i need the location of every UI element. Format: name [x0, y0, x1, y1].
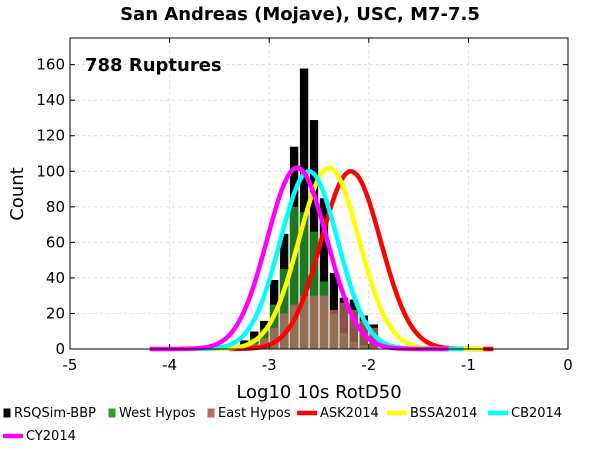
bar-east-hypos	[269, 327, 279, 349]
legend-label: ASK2014	[320, 406, 379, 421]
legend: RSQSim-BBP West Hypos East Hypos ASK2014 BSS…	[2, 406, 562, 444]
y-tick-label: 140	[36, 91, 65, 109]
x-tick-label: 0	[563, 356, 573, 374]
bar-east-hypos	[289, 304, 299, 349]
bar-east-hypos	[349, 309, 359, 349]
y-tick-label: 0	[55, 340, 65, 358]
legend-item-ask2014: ASK2014	[297, 406, 379, 421]
legend-label: RSQSim-BBP	[14, 406, 96, 421]
bar-east-hypos	[259, 338, 269, 349]
y-tick-label: 80	[46, 198, 65, 216]
bar-west-hypos	[279, 269, 289, 349]
bar-west-hypos	[269, 304, 279, 349]
y-axis-label: Count	[7, 167, 28, 220]
bar-east-hypos	[329, 309, 339, 349]
bar-east-hypos	[319, 295, 329, 349]
x-tick-label: -1	[461, 356, 476, 374]
legend-label: CY2014	[26, 429, 76, 444]
y-tick-label: 20	[46, 304, 65, 322]
legend-item-bssa2014: BSSA2014	[387, 406, 477, 421]
x-axis-label: Log10 10s RotD50	[236, 382, 401, 403]
annotation: 788 Ruptures	[85, 55, 222, 76]
legend-item-west-hypos: West Hypos	[107, 406, 196, 421]
x-tick-label: -3	[262, 356, 277, 374]
legend-item-cy2014: CY2014	[3, 429, 76, 444]
legend-label: BSSA2014	[410, 406, 477, 421]
legend-swatch	[206, 407, 216, 419]
bar-west-hypos	[309, 231, 319, 349]
y-tick-label: 120	[36, 127, 65, 145]
bar-west-hypos	[289, 206, 299, 349]
x-tick-label: -2	[361, 356, 376, 374]
bar-east-hypos	[309, 295, 319, 349]
legend-item-east-hypos: East Hypos	[206, 406, 291, 421]
legend-label: East Hypos	[218, 406, 291, 421]
legend-label: West Hypos	[119, 406, 196, 421]
x-tick-label: -5	[63, 356, 78, 374]
grid	[69, 38, 569, 350]
bar-east-hypos	[339, 302, 349, 349]
legend-swatch	[2, 407, 12, 419]
legend-label: CB2014	[511, 406, 562, 421]
x-axis-ticks: -5 -4 -3 -2 -1 0	[63, 38, 573, 374]
legend-item-cb2014: CB2014	[488, 406, 562, 421]
y-axis-ticks: 0 20 40 60 80 100 120 140 160	[36, 56, 568, 358]
y-tick-label: 60	[46, 233, 65, 251]
chart-title: San Andreas (Mojave), USC, M7-7.5	[120, 4, 480, 25]
y-tick-label: 40	[46, 269, 65, 287]
bar-east-hypos	[369, 327, 379, 349]
legend-item-rsqsim-bbp: RSQSim-BBP	[2, 406, 96, 421]
legend-swatch	[107, 407, 117, 419]
plot-frame	[69, 37, 569, 350]
x-tick-label: -4	[162, 356, 177, 374]
y-tick-label: 160	[36, 56, 65, 74]
curve-cy2014	[149, 165, 449, 352]
bar-east-hypos	[299, 295, 309, 349]
y-tick-label: 100	[36, 162, 65, 180]
bar-west-hypos	[299, 212, 309, 349]
